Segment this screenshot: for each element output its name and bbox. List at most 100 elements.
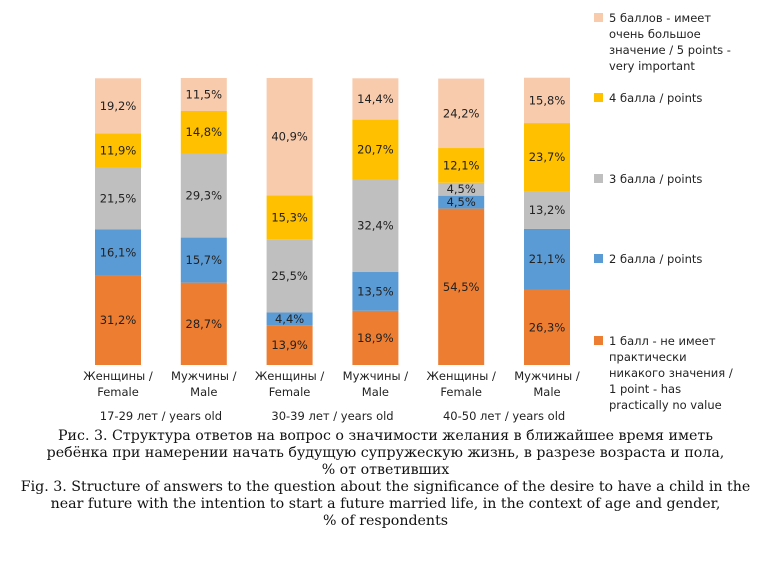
caption-line-ru-1: Рис. 3. Структура ответов на вопрос о зн…: [58, 428, 713, 444]
data-label: 40,9%: [271, 130, 308, 144]
data-label: 15,8%: [529, 93, 566, 107]
legend-label: практически: [609, 350, 687, 364]
legend-label: 5 баллов - имеет: [609, 11, 711, 25]
legend-swatch: [594, 93, 603, 102]
category-label: Женщины /: [426, 369, 496, 383]
category-labels: Женщины / Female Мужчины / Male Женщины / Fem…: [83, 369, 580, 423]
bar-segment: [266, 312, 313, 326]
legend-label: 1 балл - не имеет: [609, 334, 716, 348]
category-label: Мужчины /: [514, 369, 580, 383]
category-label: Male: [362, 385, 389, 399]
data-label: 21,1%: [529, 252, 566, 266]
data-label: 16,1%: [100, 245, 137, 259]
data-label: 25,5%: [271, 269, 308, 283]
legend-swatch: [594, 254, 603, 263]
bar-segment: [352, 272, 399, 311]
bar-segment: [180, 237, 227, 283]
legend-swatch: [594, 336, 603, 345]
bar-segment: [95, 78, 141, 134]
category-label: Female: [440, 385, 482, 399]
legend-label: никакого значения /: [609, 366, 733, 380]
bar-segment: [180, 78, 227, 112]
legend: 5 баллов - имеет очень большое значение / …: [594, 11, 733, 412]
data-label: 18,9%: [357, 331, 394, 345]
caption-line-ru-2: ребёнка при намерении начать будущую суп…: [46, 445, 725, 461]
bar-segment: [438, 208, 485, 365]
bar-segment: [352, 310, 399, 365]
category-label: Женщины /: [255, 369, 325, 383]
category-label: Female: [269, 385, 311, 399]
bar-segment: [180, 111, 227, 154]
bar-segment: [266, 325, 313, 365]
data-label: 14,8%: [186, 125, 223, 139]
bar-segment: [266, 239, 313, 313]
bar-segment: [266, 78, 313, 196]
bar-segment: [352, 119, 399, 180]
data-label: 12,1%: [443, 158, 480, 172]
legend-label: 4 балла / points: [609, 91, 702, 105]
data-label: 14,4%: [357, 92, 394, 106]
data-label: 13,2%: [529, 203, 566, 217]
bar-segment: [524, 228, 570, 290]
data-label: 26,3%: [529, 320, 566, 334]
data-label: 4,5%: [447, 182, 476, 196]
data-label: 4,5%: [447, 195, 476, 209]
data-label: 20,7%: [357, 142, 394, 156]
group-label: 30-39 лет / years old: [271, 409, 393, 423]
bar-segment: [524, 289, 570, 365]
stacked-bar-chart: 31,2% 16,1% 21,5% 11,9% 19,2% 28,7% 15,7% 29,3%…: [83, 11, 733, 423]
bar-segment: [266, 195, 313, 240]
category-label: Мужчины /: [343, 369, 409, 383]
bar-segment: [95, 275, 141, 365]
data-label: 13,5%: [357, 284, 394, 298]
caption-line-ru-3: % от ответивших: [321, 462, 450, 478]
data-label: 54,5%: [443, 280, 480, 294]
bar-segment: [180, 153, 227, 238]
group-label: 40-50 лет / years old: [443, 409, 565, 423]
data-label: 24,2%: [443, 106, 480, 120]
legend-label: 2 балла / points: [609, 252, 702, 266]
data-label: 15,7%: [186, 253, 223, 267]
bar-segment: [438, 182, 485, 196]
legend-label: 1 point - has: [609, 382, 681, 396]
data-label: 11,5%: [186, 88, 223, 102]
bar-segment: [438, 195, 485, 209]
group-label: 17-29 лет / years old: [100, 409, 222, 423]
data-label: 23,7%: [529, 150, 566, 164]
data-label: 29,3%: [186, 189, 223, 203]
legend-label: 3 балла / points: [609, 172, 702, 186]
legend-label: значение / 5 points -: [609, 43, 731, 57]
bar-segment: [438, 78, 485, 149]
bar-segment: [524, 77, 570, 124]
data-label: 13,9%: [271, 338, 308, 352]
bar-segment: [180, 282, 227, 365]
bar-segment: [352, 78, 399, 120]
category-label: Male: [190, 385, 217, 399]
figure-caption: Рис. 3. Структура ответов на вопрос о зн…: [0, 428, 771, 530]
category-label: Male: [533, 385, 560, 399]
bar-segment: [524, 191, 570, 229]
data-label: 31,2%: [100, 313, 137, 327]
data-label: 19,2%: [100, 99, 137, 113]
bar-segment: [95, 229, 141, 276]
bar-segment: [95, 133, 141, 168]
legend-label: очень большое: [609, 27, 701, 41]
bar-segment: [524, 123, 570, 192]
data-label: 15,3%: [271, 210, 308, 224]
bar-segment: [352, 179, 399, 273]
caption-line-en-3: % of respondents: [322, 513, 449, 529]
legend-swatch: [594, 174, 603, 183]
data-label: 28,7%: [186, 317, 223, 331]
bar-segment: [95, 167, 141, 230]
legend-label: practically no value: [609, 398, 722, 412]
bars-layer: 31,2% 16,1% 21,5% 11,9% 19,2% 28,7% 15,7% 29,3%…: [95, 77, 570, 365]
legend-swatch: [594, 13, 603, 22]
category-label: Женщины /: [83, 369, 153, 383]
bar-segment: [438, 148, 485, 183]
data-label: 32,4%: [357, 219, 394, 233]
caption-line-en-2: near future with the intention to start …: [50, 496, 721, 512]
legend-label: very important: [609, 59, 695, 73]
data-label: 11,9%: [100, 143, 137, 157]
caption-line-en-1: Fig. 3. Structure of answers to the ques…: [20, 479, 751, 495]
data-label: 21,5%: [100, 191, 137, 205]
